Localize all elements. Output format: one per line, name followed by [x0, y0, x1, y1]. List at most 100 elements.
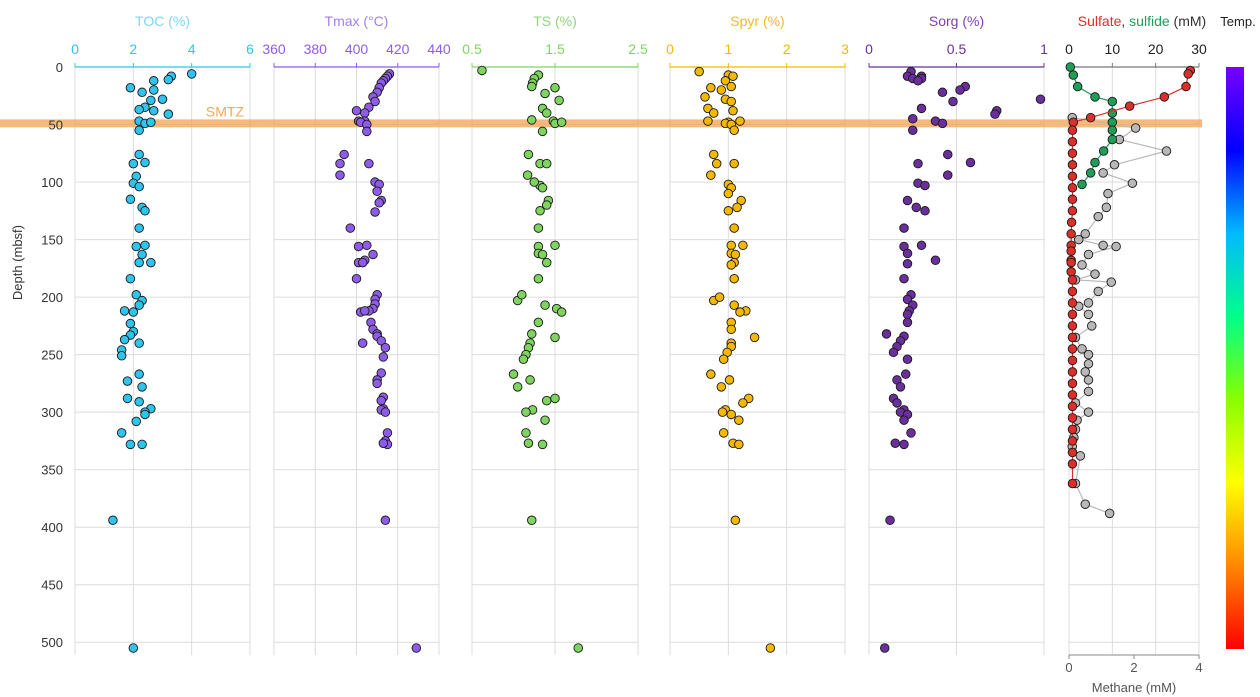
series-point-sulfate	[1067, 378, 1078, 389]
spyr-point	[734, 415, 744, 425]
tmax-point	[357, 257, 368, 268]
spyr-point	[728, 71, 738, 81]
spyr-point	[706, 170, 716, 180]
series-point-sulfate	[1067, 413, 1078, 423]
tmax-point	[376, 336, 387, 346]
chem-title-part: (mM)	[1170, 13, 1207, 29]
ts-point	[523, 149, 534, 160]
sorg-point	[895, 382, 906, 392]
series-point-sulfate	[1067, 160, 1078, 170]
series-point-methane	[1083, 349, 1094, 360]
ts-point	[518, 354, 529, 364]
ts-point	[522, 170, 533, 180]
series-point-sulfate	[1067, 332, 1078, 343]
panel-title-toc: TOC (%)	[135, 13, 190, 29]
ts-point	[537, 183, 548, 193]
gridlines	[74, 66, 1200, 655]
toc-point	[116, 351, 127, 361]
sorg-point	[906, 428, 916, 438]
tmax-point	[351, 273, 362, 284]
top-tick-label-sorg: 0.5	[947, 41, 967, 57]
tmax-point	[345, 223, 356, 233]
depth-tick-label: 150	[41, 233, 63, 248]
spyr-point	[729, 158, 739, 169]
spyr-point	[735, 116, 745, 126]
ts-point	[527, 81, 537, 92]
series-point-sulfate	[1067, 171, 1078, 182]
top-tick-label-toc: 4	[188, 41, 196, 57]
toc-point	[134, 369, 144, 379]
toc-point	[119, 334, 130, 345]
sorg-point	[916, 103, 927, 114]
toc-point	[146, 117, 156, 127]
sorg-point	[888, 347, 899, 358]
panel-title-tmax: Tmax (°C)	[325, 13, 389, 29]
series-point-sulfide	[1072, 81, 1083, 92]
spyr-point	[723, 206, 734, 216]
series-point-sulfate	[1067, 309, 1078, 320]
spyr-point	[718, 354, 729, 364]
spyr-point	[718, 428, 729, 438]
sorg-point	[916, 240, 927, 251]
sorg-point	[902, 294, 913, 305]
spyr-point	[700, 92, 710, 102]
top-tick-label-tmax: 360	[262, 41, 286, 57]
sorg-point	[881, 329, 892, 339]
spyr-point	[723, 188, 734, 199]
spyr-point	[694, 66, 704, 77]
sorg-point	[920, 180, 930, 191]
methane-axis-label: Methane (mM)	[1092, 680, 1177, 695]
series-point-sulfate	[1067, 183, 1078, 193]
toc-point	[140, 206, 150, 216]
series-point-sulfate	[1183, 69, 1193, 79]
series-point-sulfate	[1181, 81, 1191, 92]
tmax-point	[378, 438, 389, 448]
top-tick-label-spyr: 1	[724, 41, 732, 57]
series-line-sulfate	[1070, 70, 1191, 484]
toc-point	[119, 306, 130, 316]
ts-point	[527, 115, 537, 125]
toc-point	[116, 428, 127, 438]
top-tick-label-toc: 0	[71, 41, 79, 57]
tmax-point	[360, 108, 370, 118]
sorg-point	[899, 415, 909, 425]
depth-tick-label: 500	[41, 635, 63, 650]
ts-point	[550, 82, 560, 93]
sorg-point	[902, 195, 913, 206]
toc-point	[137, 87, 147, 98]
spyr-point	[703, 116, 713, 126]
series-point-sulfate	[1067, 298, 1078, 308]
spyr-point	[729, 300, 739, 310]
tmax-point	[362, 126, 372, 137]
spyr-point	[726, 81, 737, 92]
series-point-sulfate	[1067, 355, 1078, 366]
spyr-point	[738, 398, 748, 408]
toc-point	[125, 273, 136, 284]
top-tick-label-spyr: 2	[783, 41, 791, 57]
top-tick-label-chem: 30	[1191, 41, 1207, 57]
series-point-methane	[1098, 168, 1108, 178]
top-tick-label-chem: 0	[1065, 41, 1073, 57]
top-tick-label-spyr: 3	[841, 41, 849, 57]
ts-point	[525, 375, 535, 385]
series-point-methane	[1083, 407, 1094, 417]
tmax-point	[362, 240, 372, 251]
series-point-methane	[1083, 298, 1094, 308]
series-point-sulfate	[1066, 217, 1077, 228]
tmax-point	[372, 186, 382, 197]
ts-point	[573, 643, 583, 653]
spyr-point	[730, 515, 741, 526]
series-point-sulfate	[1067, 125, 1078, 136]
sorg-point	[965, 157, 976, 168]
spyr-point	[729, 223, 739, 233]
sorg-point	[892, 398, 902, 408]
chem-title-part: sulfide	[1129, 13, 1170, 29]
top-tick-label-ts: 2.5	[628, 41, 648, 57]
panel-title-chemistry: Sulfate, sulfide (mM)	[1078, 13, 1206, 29]
series-point-methane	[1083, 359, 1094, 369]
tmax-point	[374, 198, 384, 208]
spyr-point	[709, 108, 719, 118]
tmax-point	[380, 342, 391, 353]
spyr-point	[724, 375, 735, 385]
tmax-point	[370, 96, 380, 107]
